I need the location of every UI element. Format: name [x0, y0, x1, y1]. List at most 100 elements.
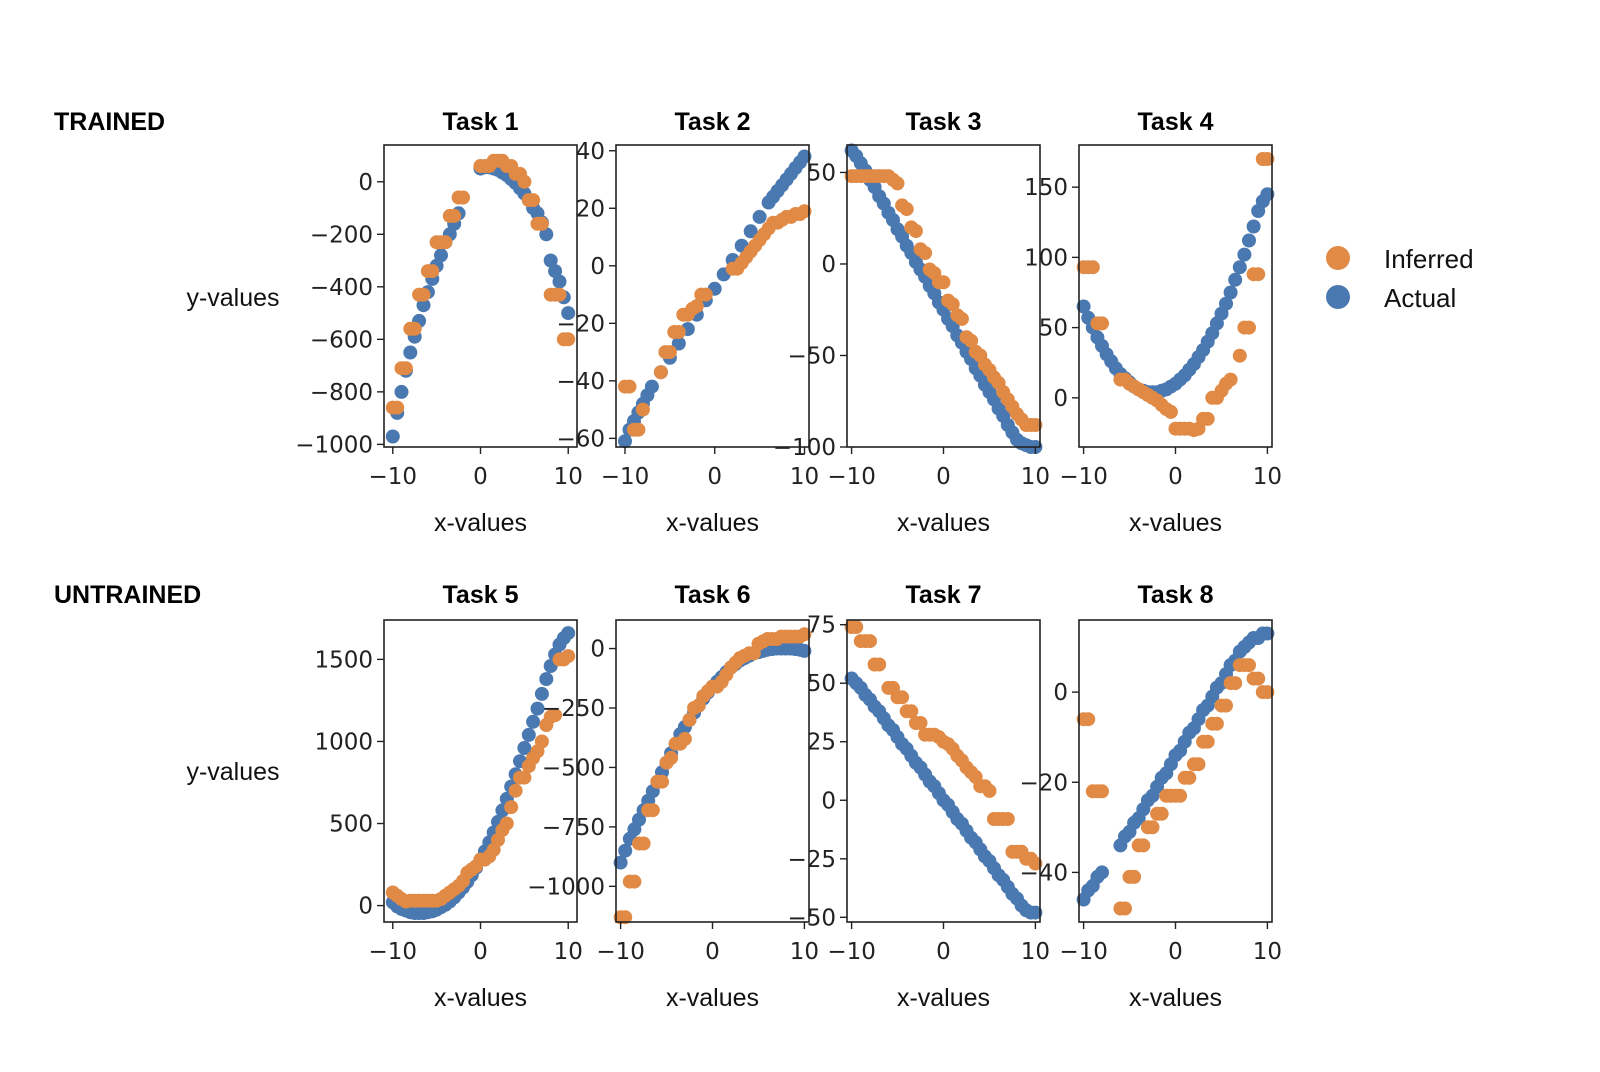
data-point [899, 202, 914, 217]
subplot-title: Task 3 [906, 108, 982, 136]
data-point [904, 704, 919, 719]
data-point [908, 224, 923, 238]
y-tick-label: −1000 [527, 874, 605, 900]
data-point [1127, 869, 1142, 884]
y-tick-label: 75 [807, 613, 836, 639]
data-point [1081, 712, 1096, 727]
data-point [752, 209, 767, 224]
data-point [447, 208, 462, 223]
y-tick-label: 50 [807, 160, 836, 186]
subplot-task-2: Task 2 −10 0 10 40 20 0 −20 −40 −60 x-values [556, 108, 819, 537]
y-tick-label: 50 [1039, 316, 1068, 342]
data-point [631, 422, 646, 437]
series-inferred [618, 204, 812, 437]
series-actual [613, 641, 812, 870]
row-label-trained: TRAINED [54, 108, 165, 136]
data-point [407, 321, 422, 336]
data-point [1136, 838, 1151, 853]
y-tick-label: −20 [1019, 770, 1068, 796]
x-axis-label: x-values [1129, 509, 1222, 537]
data-point [863, 634, 877, 649]
x-tick-label: −10 [601, 464, 650, 490]
series-inferred [844, 169, 1043, 432]
y-tick-label: 20 [576, 196, 605, 222]
plot-area-frame [615, 619, 810, 923]
x-tick-label: −10 [1059, 464, 1108, 490]
series-inferred [1076, 152, 1275, 438]
subplot-grid: Task 1−10 0 100−200−400−600−800−1000x-valu… [186, 108, 1282, 1012]
subplot-title: Task 1 [443, 108, 519, 136]
data-point [1095, 865, 1109, 880]
data-point [1182, 770, 1197, 785]
x-tick-label: −10 [368, 939, 417, 965]
x-tick-label: 10 [554, 464, 583, 490]
data-point [1200, 411, 1215, 426]
data-point [635, 402, 650, 417]
x-tick-label: 0 [705, 939, 720, 965]
data-point [797, 204, 812, 219]
data-point [534, 734, 549, 749]
series-actual [618, 149, 812, 449]
data-point [945, 297, 960, 312]
data-point [539, 227, 554, 242]
x-axis-label: x-values [897, 984, 990, 1012]
series-actual [385, 160, 576, 444]
data-point [645, 803, 660, 818]
x-tick-label: 10 [790, 464, 819, 490]
data-point [517, 741, 532, 755]
series-actual [1076, 626, 1275, 907]
data-point [689, 299, 704, 314]
y-tick-label: −400 [310, 275, 373, 301]
data-point [743, 224, 758, 239]
data-point [677, 731, 692, 746]
x-tick-label: 0 [473, 939, 488, 965]
data-point [954, 311, 969, 326]
x-tick-label: −10 [368, 464, 417, 490]
y-tick-label: 0 [1053, 386, 1068, 412]
y-tick-label: −60 [556, 426, 605, 452]
data-point [508, 783, 523, 798]
series-inferred [613, 627, 812, 925]
data-point [618, 434, 632, 449]
data-point [1260, 685, 1275, 700]
y-tick-label: 0 [1053, 680, 1068, 706]
data-point [561, 649, 576, 664]
data-point [548, 708, 563, 723]
x-tick-label: 0 [1168, 939, 1183, 965]
x-tick-label: −10 [596, 939, 645, 965]
data-point [434, 248, 448, 263]
legend-marker-actual [1326, 285, 1350, 309]
y-tick-label: 0 [590, 637, 605, 663]
subplot-task-8: Task 8 −10 0 10 0 −20 −40 x-values [1019, 581, 1282, 1012]
data-point [797, 149, 812, 164]
data-point [618, 910, 633, 925]
data-point [664, 750, 679, 765]
data-point [636, 836, 651, 851]
x-tick-label: 10 [1253, 464, 1282, 490]
y-tick-label: −20 [556, 311, 605, 337]
data-point [425, 264, 440, 279]
data-point [398, 361, 413, 376]
data-point [1242, 233, 1256, 248]
series-actual [844, 671, 1043, 920]
data-point [1242, 658, 1256, 673]
legend: Inferred Actual [1326, 244, 1474, 313]
subplot-title: Task 2 [675, 108, 751, 136]
data-point [1085, 260, 1100, 275]
subplot-task-5: Task 5 −10 0 10 1500 1000 500 0 x-values y-values [186, 581, 582, 1012]
data-point [918, 246, 933, 260]
y-tick-label: −50 [787, 905, 836, 931]
data-point [539, 672, 554, 687]
data-point [698, 287, 713, 302]
data-point [618, 843, 633, 858]
data-point [1200, 734, 1215, 749]
y-tick-label: −500 [542, 755, 605, 781]
data-point [1232, 348, 1247, 363]
data-point [797, 627, 812, 642]
y-tick-label: 500 [329, 812, 373, 838]
x-tick-label: −10 [827, 464, 876, 490]
x-tick-label: 10 [790, 939, 819, 965]
y-tick-label: −750 [542, 815, 605, 841]
